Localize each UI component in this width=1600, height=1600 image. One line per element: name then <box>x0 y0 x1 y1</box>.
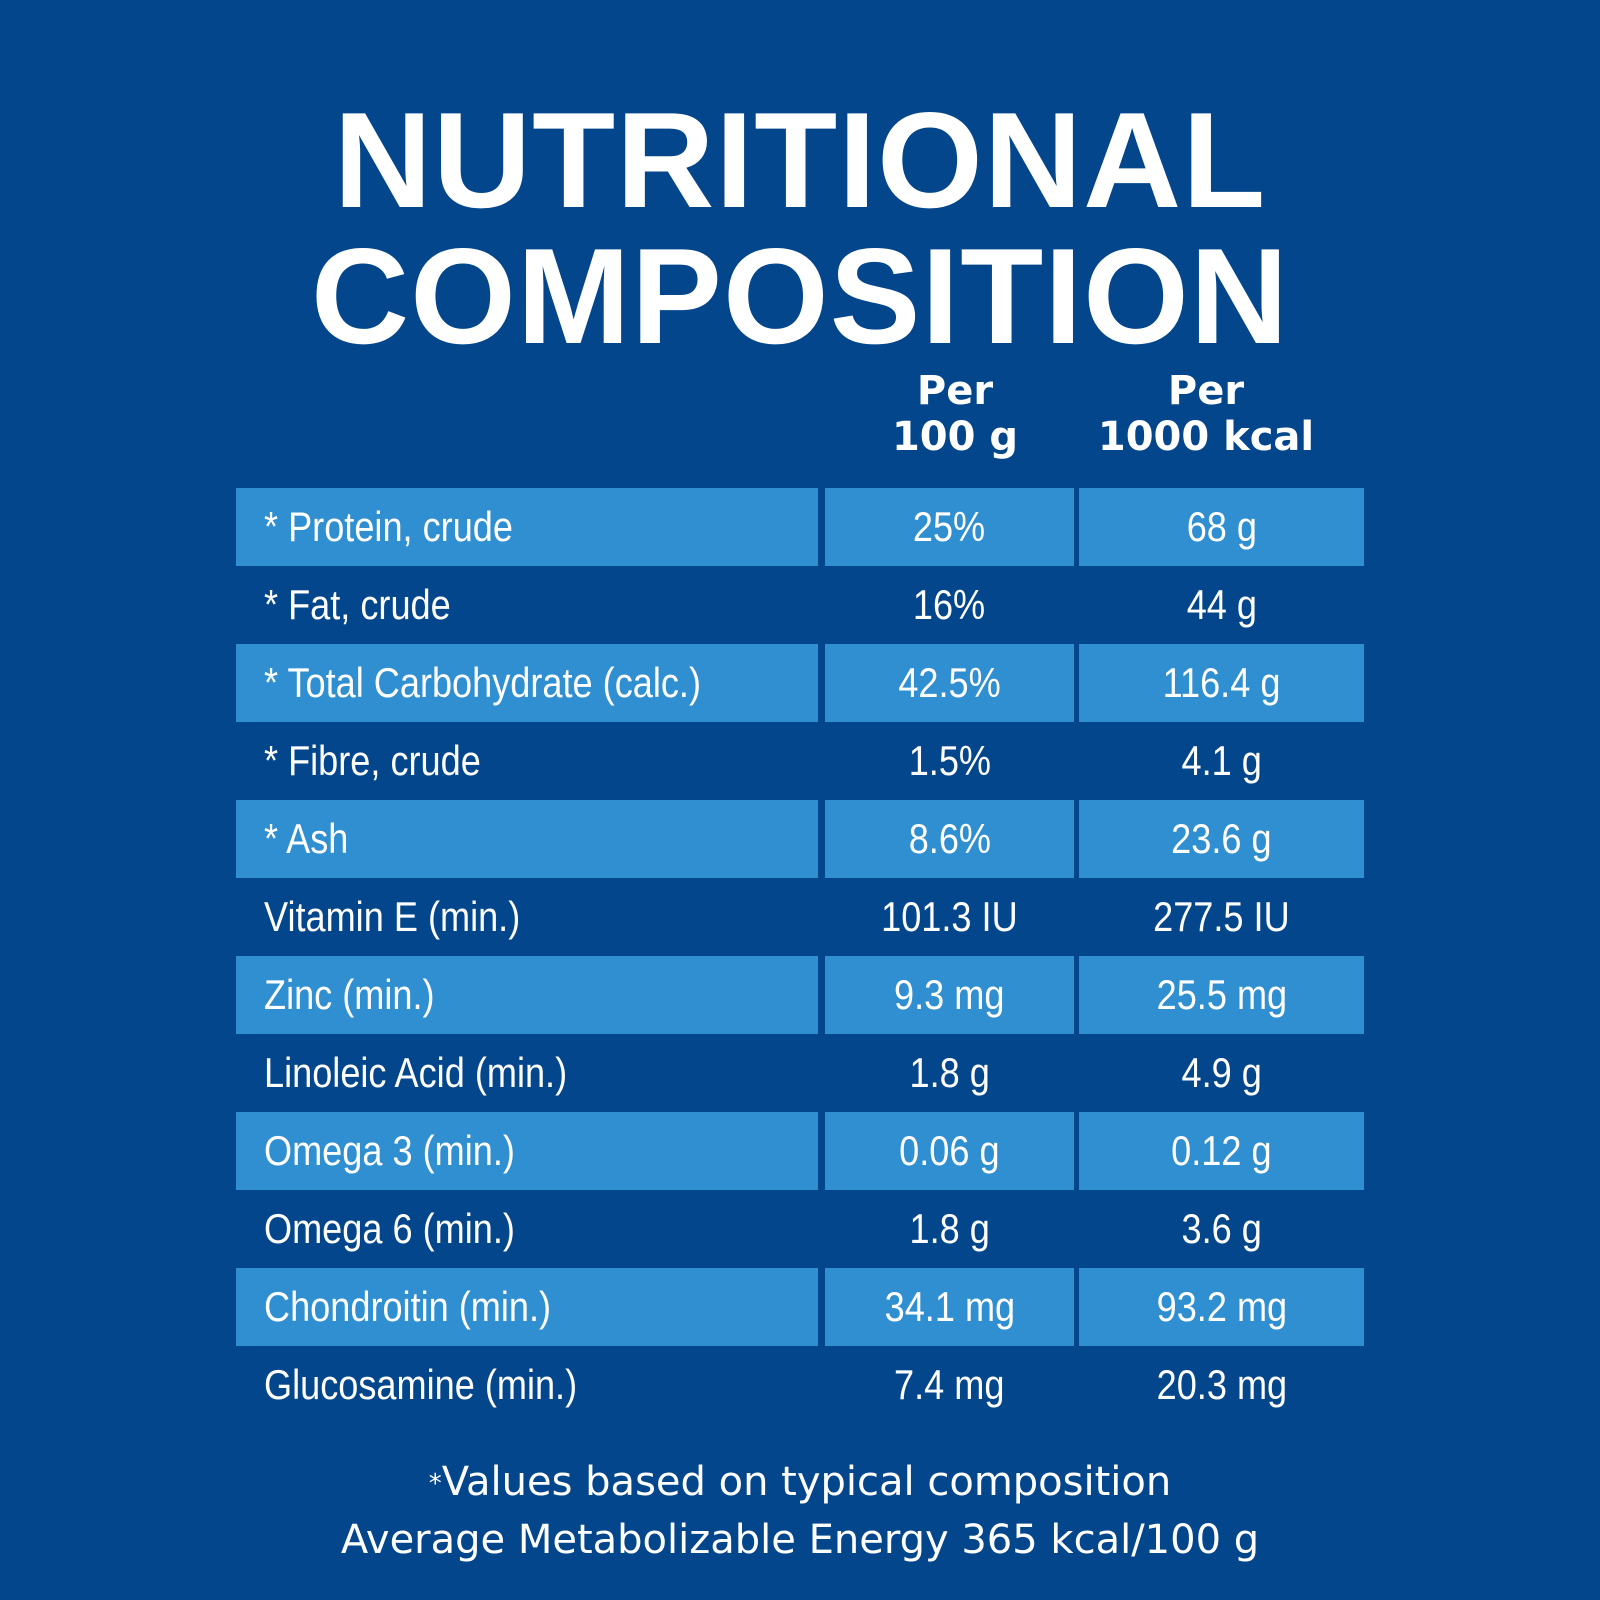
per-100g-value: 9.3 mg <box>894 971 1005 1018</box>
table-row: Omega 3 (min.) 0.06 g 0.12 g <box>236 1112 1364 1190</box>
per-100g-cell: 0.06 g <box>825 1112 1074 1190</box>
column-header-per-1000kcal: Per 1000 kcal <box>1066 368 1346 460</box>
per-100g-cell: 8.6% <box>825 800 1074 878</box>
per-1000kcal-cell: 3.6 g <box>1079 1190 1364 1268</box>
column-header-per-100g-line2: 100 g <box>891 414 1019 460</box>
title-line-2: COMPOSITION <box>310 220 1290 372</box>
per-1000kcal-cell: 44 g <box>1079 566 1364 644</box>
per-100g-cell: 1.8 g <box>825 1034 1074 1112</box>
per-1000kcal-cell: 23.6 g <box>1079 800 1364 878</box>
per-1000kcal-cell: 20.3 mg <box>1079 1346 1364 1424</box>
row-label: * Total Carbohydrate (calc.) <box>264 659 701 706</box>
row-label: Omega 3 (min.) <box>264 1127 515 1174</box>
table-row: * Protein, crude 25% 68 g <box>236 488 1364 566</box>
per-100g-value: 0.06 g <box>899 1127 1000 1174</box>
per-1000kcal-value: 116.4 g <box>1162 659 1281 706</box>
per-1000kcal-cell: 4.1 g <box>1079 722 1364 800</box>
footnote-metabolizable-energy: Average Metabolizable Energy 365 kcal/10… <box>340 1517 1260 1563</box>
per-1000kcal-cell: 277.5 IU <box>1079 878 1364 956</box>
per-100g-value: 1.8 g <box>909 1205 990 1252</box>
row-label-cell: Glucosamine (min.) <box>236 1346 818 1424</box>
row-label-cell: * Fibre, crude <box>236 722 818 800</box>
row-label-cell: Omega 3 (min.) <box>236 1112 818 1190</box>
table-row: * Ash 8.6% 23.6 g <box>236 800 1364 878</box>
per-1000kcal-value: 93.2 mg <box>1156 1283 1287 1330</box>
per-1000kcal-cell: 0.12 g <box>1079 1112 1364 1190</box>
per-100g-cell: 34.1 mg <box>825 1268 1074 1346</box>
column-header-per-1000kcal-line1: Per <box>1167 368 1245 414</box>
row-label-cell: Linoleic Acid (min.) <box>236 1034 818 1112</box>
per-1000kcal-cell: 25.5 mg <box>1079 956 1364 1034</box>
row-label: * Fat, crude <box>264 581 451 628</box>
column-header-per-100g-line1: Per <box>916 368 994 414</box>
per-100g-cell: 101.3 IU <box>825 878 1074 956</box>
row-label: Glucosamine (min.) <box>264 1361 578 1408</box>
nutrition-table: * Protein, crude 25% 68 g * Fat, crude 1… <box>236 488 1364 1424</box>
per-1000kcal-cell: 93.2 mg <box>1079 1268 1364 1346</box>
row-label: * Fibre, crude <box>264 737 481 784</box>
per-1000kcal-value: 44 g <box>1186 581 1257 628</box>
row-label: Vitamin E (min.) <box>264 893 521 940</box>
per-1000kcal-value: 4.9 g <box>1181 1049 1262 1096</box>
row-label: * Ash <box>264 815 349 862</box>
row-label-cell: Vitamin E (min.) <box>236 878 818 956</box>
table-row: Linoleic Acid (min.) 1.8 g 4.9 g <box>236 1034 1364 1112</box>
per-100g-cell: 9.3 mg <box>825 956 1074 1034</box>
row-label: Chondroitin (min.) <box>264 1283 552 1330</box>
per-1000kcal-value: 25.5 mg <box>1156 971 1287 1018</box>
table-row: Glucosamine (min.) 7.4 mg 20.3 mg <box>236 1346 1364 1424</box>
per-1000kcal-value: 68 g <box>1186 503 1257 550</box>
row-label: * Protein, crude <box>264 503 513 550</box>
footnote-line-1: Values based on typical composition <box>441 1459 1172 1505</box>
per-100g-cell: 1.8 g <box>825 1190 1074 1268</box>
column-header-per-1000kcal-line2: 1000 kcal <box>1097 414 1315 460</box>
table-row: Vitamin E (min.) 101.3 IU 277.5 IU <box>236 878 1364 956</box>
table-row: * Total Carbohydrate (calc.) 42.5% 116.4… <box>236 644 1364 722</box>
row-label-cell: Chondroitin (min.) <box>236 1268 818 1346</box>
per-1000kcal-value: 23.6 g <box>1171 815 1272 862</box>
row-label: Linoleic Acid (min.) <box>264 1049 568 1096</box>
row-label: Omega 6 (min.) <box>264 1205 515 1252</box>
table-row: Zinc (min.) 9.3 mg 25.5 mg <box>236 956 1364 1034</box>
per-100g-value: 1.8 g <box>909 1049 990 1096</box>
row-label-cell: * Fat, crude <box>236 566 818 644</box>
per-1000kcal-value: 20.3 mg <box>1156 1361 1287 1408</box>
row-label: Zinc (min.) <box>264 971 435 1018</box>
per-1000kcal-value: 0.12 g <box>1171 1127 1272 1174</box>
table-row: * Fat, crude 16% 44 g <box>236 566 1364 644</box>
row-label-cell: * Ash <box>236 800 818 878</box>
per-1000kcal-value: 3.6 g <box>1181 1205 1262 1252</box>
per-100g-value: 16% <box>913 581 986 628</box>
column-header-per-100g: Per 100 g <box>815 368 1095 460</box>
title-line-1: NUTRITIONAL <box>333 84 1267 236</box>
row-label-cell: Omega 6 (min.) <box>236 1190 818 1268</box>
per-1000kcal-value: 4.1 g <box>1181 737 1262 784</box>
per-100g-value: 34.1 mg <box>884 1283 1015 1330</box>
table-row: * Fibre, crude 1.5% 4.1 g <box>236 722 1364 800</box>
per-100g-value: 8.6% <box>908 815 991 862</box>
per-100g-value: 42.5% <box>898 659 1001 706</box>
per-1000kcal-cell: 116.4 g <box>1079 644 1364 722</box>
footnote-typical-composition: *Values based on typical composition <box>0 1454 1600 1510</box>
per-100g-value: 1.5% <box>908 737 991 784</box>
per-100g-value: 25% <box>913 503 986 550</box>
per-100g-value: 7.4 mg <box>894 1361 1005 1408</box>
per-1000kcal-value: 277.5 IU <box>1153 893 1290 940</box>
footnote-star: * <box>428 1469 442 1499</box>
row-label-cell: * Protein, crude <box>236 488 818 566</box>
table-row: Omega 6 (min.) 1.8 g 3.6 g <box>236 1190 1364 1268</box>
row-label-cell: Zinc (min.) <box>236 956 818 1034</box>
per-100g-cell: 16% <box>825 566 1074 644</box>
per-100g-cell: 42.5% <box>825 644 1074 722</box>
per-100g-value: 101.3 IU <box>881 893 1018 940</box>
per-100g-cell: 1.5% <box>825 722 1074 800</box>
per-1000kcal-cell: 68 g <box>1079 488 1364 566</box>
table-row: Chondroitin (min.) 34.1 mg 93.2 mg <box>236 1268 1364 1346</box>
row-label-cell: * Total Carbohydrate (calc.) <box>236 644 818 722</box>
per-100g-cell: 25% <box>825 488 1074 566</box>
per-100g-cell: 7.4 mg <box>825 1346 1074 1424</box>
per-1000kcal-cell: 4.9 g <box>1079 1034 1364 1112</box>
